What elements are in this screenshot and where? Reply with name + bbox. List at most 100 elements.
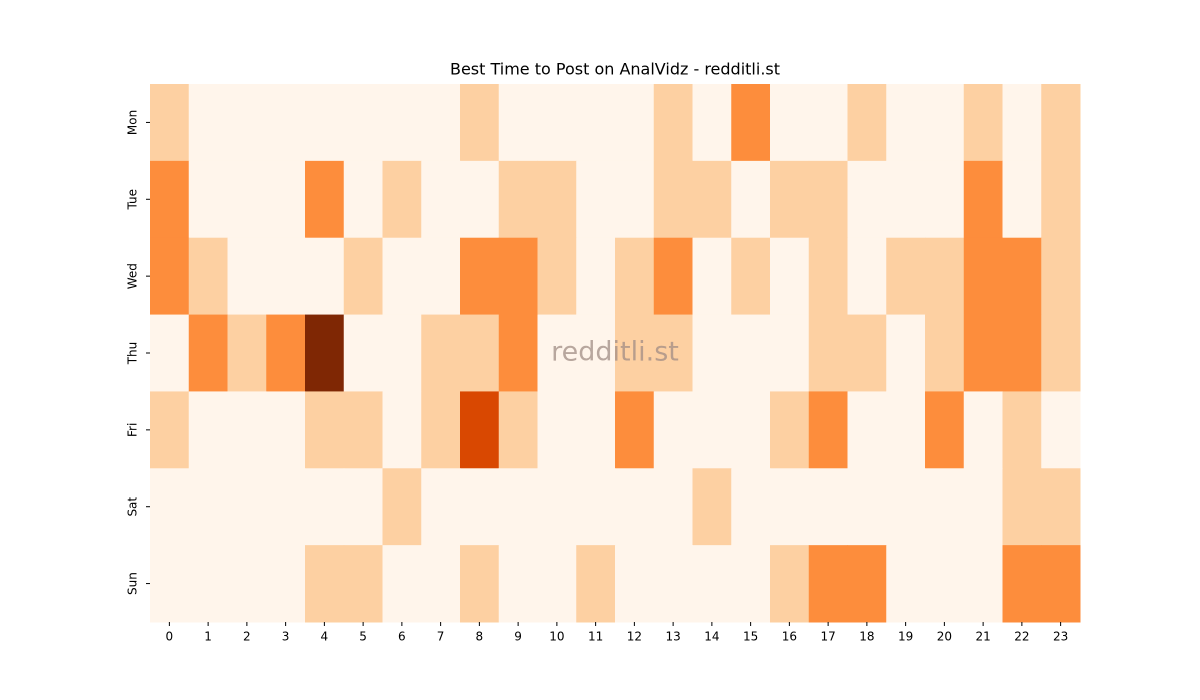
heatmap-cell bbox=[1002, 160, 1042, 239]
x-tick-label: 17 bbox=[820, 630, 835, 644]
heatmap-cell bbox=[925, 468, 965, 546]
heatmap-cell bbox=[692, 237, 732, 316]
heatmap-cell bbox=[498, 160, 538, 239]
heatmap-cell bbox=[615, 391, 655, 469]
heatmap-cells bbox=[150, 84, 1081, 623]
heatmap-cell bbox=[460, 84, 500, 162]
heatmap-cell bbox=[770, 237, 810, 316]
heatmap-cell bbox=[227, 545, 267, 623]
heatmap-cell bbox=[731, 468, 771, 546]
x-tick-label: 2 bbox=[243, 630, 251, 644]
x-tick-label: 18 bbox=[859, 630, 874, 644]
heatmap-cell bbox=[615, 314, 655, 392]
heatmap-cell bbox=[731, 237, 771, 316]
heatmap-cell bbox=[266, 545, 306, 623]
heatmap-cell bbox=[653, 237, 693, 316]
heatmap-cell bbox=[886, 468, 926, 546]
heatmap-cell bbox=[847, 391, 887, 469]
heatmap-cell bbox=[343, 84, 383, 162]
heatmap-cell bbox=[770, 391, 810, 469]
heatmap-cell bbox=[576, 84, 616, 162]
heatmap-cell bbox=[150, 84, 190, 162]
heatmap-cell bbox=[382, 314, 422, 392]
heatmap-cell bbox=[1002, 237, 1042, 316]
heatmap-cell bbox=[963, 545, 1003, 623]
heatmap-cell bbox=[150, 391, 190, 469]
heatmap-cell bbox=[343, 160, 383, 239]
heatmap-cell bbox=[615, 237, 655, 316]
heatmap-cell bbox=[227, 314, 267, 392]
heatmap-cell bbox=[653, 160, 693, 239]
x-tick-label: 11 bbox=[588, 630, 603, 644]
heatmap-cell bbox=[808, 314, 848, 392]
heatmap-cell bbox=[653, 84, 693, 162]
heatmap-cell bbox=[731, 545, 771, 623]
x-tick-label: 10 bbox=[549, 630, 564, 644]
heatmap-cell bbox=[537, 237, 577, 316]
heatmap-cell bbox=[692, 468, 732, 546]
heatmap-cell bbox=[576, 237, 616, 316]
heatmap-cell bbox=[808, 391, 848, 469]
heatmap-cell bbox=[886, 84, 926, 162]
heatmap-cell bbox=[1041, 84, 1081, 162]
heatmap-cell bbox=[963, 468, 1003, 546]
heatmap-cell bbox=[847, 314, 887, 392]
heatmap-cell bbox=[343, 468, 383, 546]
heatmap-cell bbox=[1002, 391, 1042, 469]
heatmap-cell bbox=[343, 314, 383, 392]
heatmap-cell bbox=[266, 468, 306, 546]
y-tick-label: Wed bbox=[126, 263, 140, 289]
x-tick-label: 19 bbox=[898, 630, 913, 644]
heatmap-cell bbox=[963, 237, 1003, 316]
heatmap-cell bbox=[537, 468, 577, 546]
heatmap-cell bbox=[847, 160, 887, 239]
heatmap-cell bbox=[421, 391, 461, 469]
heatmap-cell bbox=[847, 84, 887, 162]
x-tick-label: 14 bbox=[704, 630, 719, 644]
x-tick-label: 6 bbox=[398, 630, 406, 644]
heatmap-cell bbox=[305, 160, 345, 239]
heatmap-cell bbox=[382, 160, 422, 239]
heatmap-cell bbox=[498, 391, 538, 469]
heatmap-cell bbox=[382, 391, 422, 469]
x-tick-label: 16 bbox=[782, 630, 797, 644]
heatmap-cell bbox=[653, 545, 693, 623]
heatmap-cell bbox=[227, 84, 267, 162]
heatmap-cell bbox=[305, 391, 345, 469]
heatmap-cell bbox=[692, 160, 732, 239]
heatmap-cell bbox=[653, 314, 693, 392]
heatmap-cell bbox=[537, 391, 577, 469]
heatmap-cell bbox=[615, 160, 655, 239]
x-tick-label: 15 bbox=[743, 630, 758, 644]
heatmap-cell bbox=[692, 84, 732, 162]
heatmap-cell bbox=[925, 160, 965, 239]
heatmap-cell bbox=[305, 468, 345, 546]
heatmap-cell bbox=[382, 468, 422, 546]
y-tick-label: Sat bbox=[126, 497, 140, 517]
x-tick-label: 0 bbox=[166, 630, 174, 644]
heatmap-cell bbox=[692, 314, 732, 392]
heatmap-cell bbox=[460, 237, 500, 316]
heatmap-cell bbox=[847, 468, 887, 546]
heatmap-cell bbox=[188, 237, 228, 316]
heatmap-cell bbox=[731, 391, 771, 469]
heatmap-cell bbox=[770, 545, 810, 623]
heatmap-cell bbox=[576, 468, 616, 546]
heatmap-cell bbox=[886, 237, 926, 316]
heatmap-cell bbox=[808, 545, 848, 623]
heatmap-cell bbox=[498, 314, 538, 392]
heatmap-cell bbox=[343, 391, 383, 469]
heatmap-cell bbox=[770, 314, 810, 392]
heatmap-cell bbox=[770, 468, 810, 546]
heatmap-cell bbox=[886, 314, 926, 392]
heatmap-cell bbox=[305, 84, 345, 162]
heatmap-cell bbox=[808, 237, 848, 316]
heatmap-cell bbox=[305, 314, 345, 392]
heatmap-cell bbox=[382, 237, 422, 316]
x-tick-label: 23 bbox=[1053, 630, 1068, 644]
heatmap-cell bbox=[653, 391, 693, 469]
heatmap-cell bbox=[150, 160, 190, 239]
heatmap-cell bbox=[188, 84, 228, 162]
heatmap-cell bbox=[460, 545, 500, 623]
heatmap-cell bbox=[266, 84, 306, 162]
